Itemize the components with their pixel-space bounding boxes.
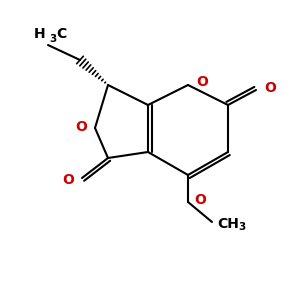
Text: O: O <box>194 193 206 207</box>
Text: 3: 3 <box>49 34 56 44</box>
Text: H: H <box>33 27 45 41</box>
Text: O: O <box>196 75 208 89</box>
Text: CH: CH <box>217 217 239 231</box>
Text: O: O <box>264 81 276 95</box>
Text: O: O <box>75 120 87 134</box>
Text: 3: 3 <box>238 222 245 232</box>
Text: C: C <box>56 27 66 41</box>
Text: O: O <box>62 173 74 187</box>
